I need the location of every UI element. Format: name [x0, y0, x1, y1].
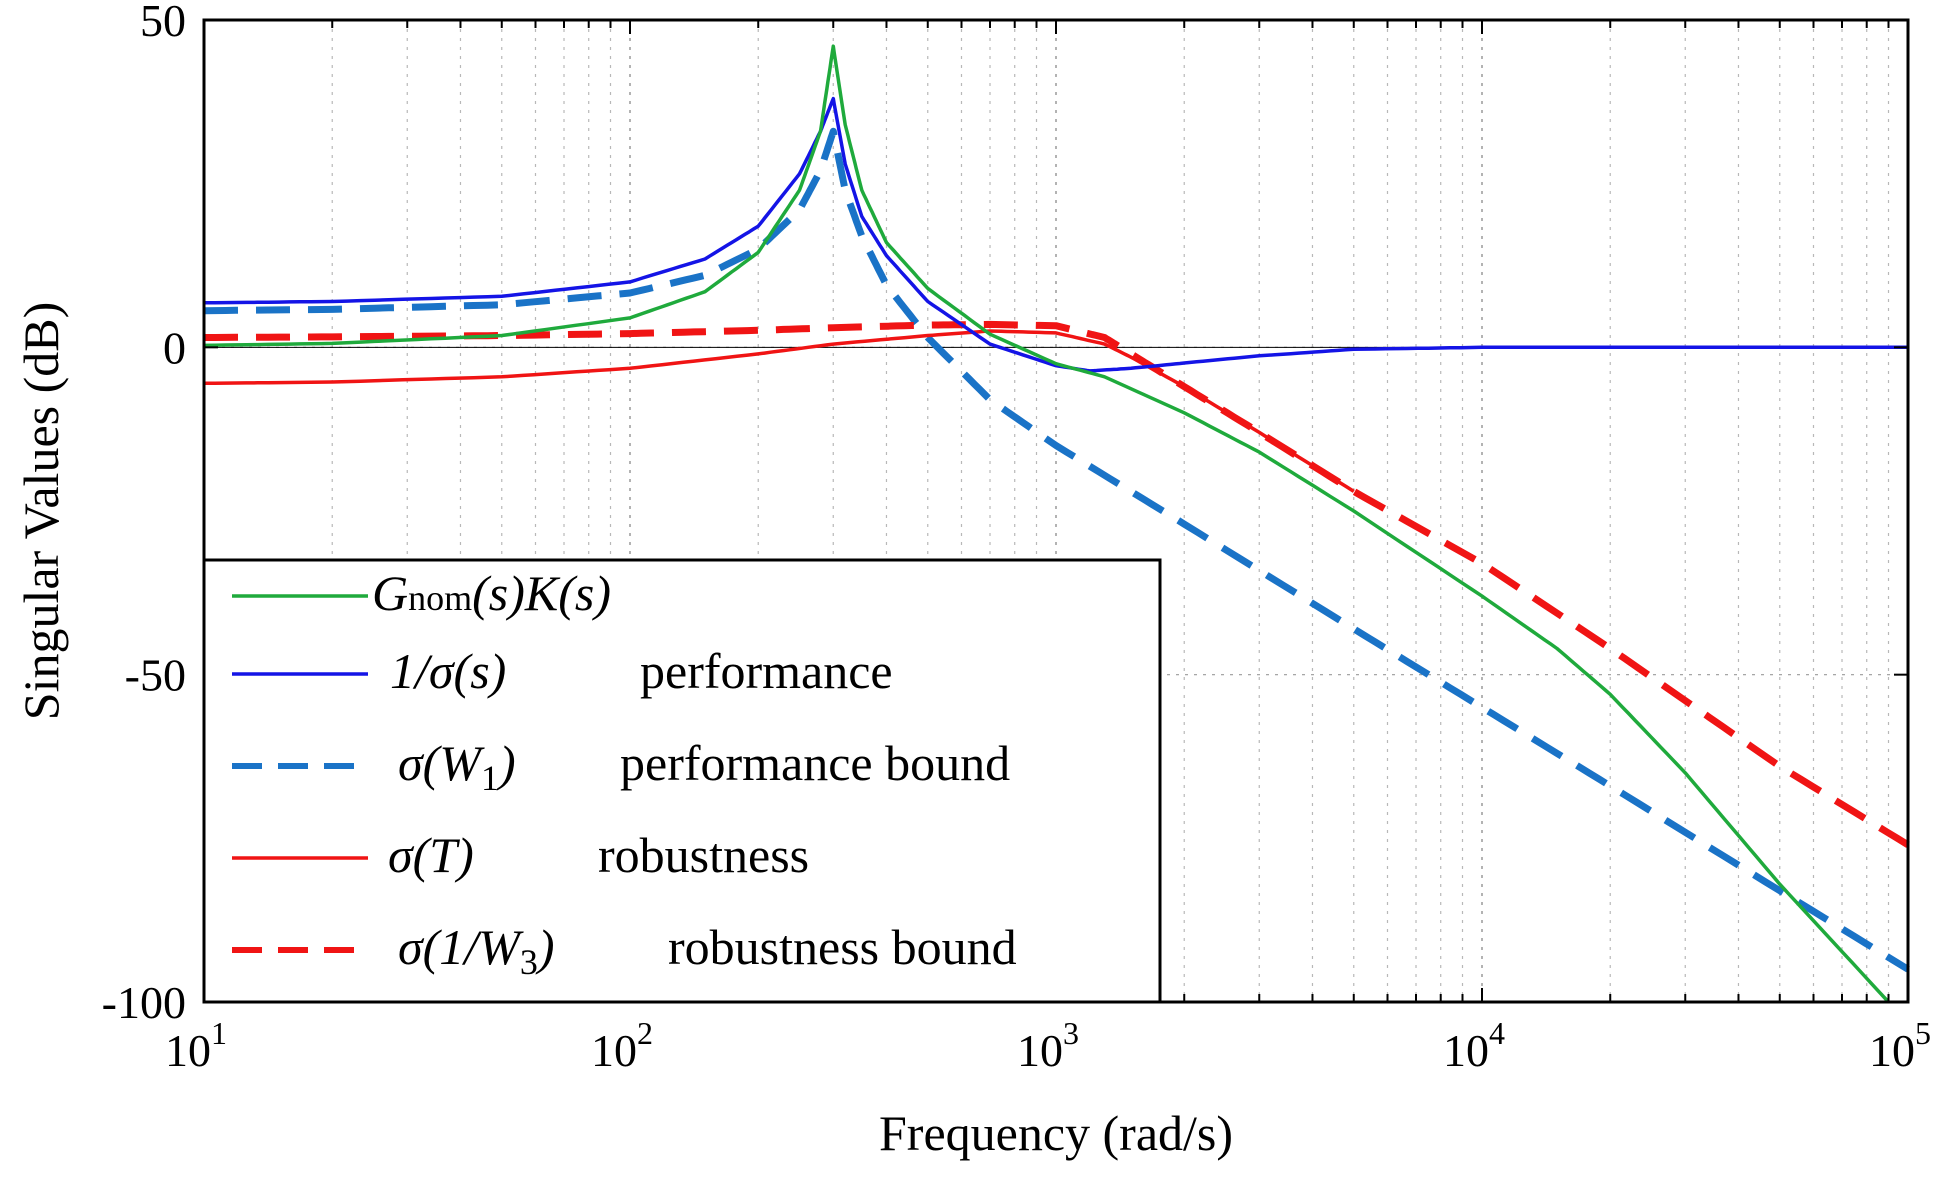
- legend-label: 1/σ(s): [390, 643, 506, 699]
- legend-label: Gnom(s)K(s): [372, 565, 611, 621]
- y-tick-label: -100: [102, 977, 186, 1028]
- y-tick-labels: 50 0 -50 -100: [102, 0, 186, 1028]
- x-tick-label: 104: [1443, 1015, 1505, 1076]
- legend-description: robustness bound: [668, 919, 1017, 975]
- legend-description: robustness: [598, 827, 809, 883]
- legend-label: σ(1/W3): [398, 919, 555, 982]
- x-axis-label: Frequency (rad/s): [879, 1105, 1233, 1161]
- series-line-0: [203, 44, 1890, 1004]
- x-tick-label: 101: [165, 1015, 227, 1076]
- x-tick-labels: 101 102 103 104 105: [165, 1015, 1931, 1076]
- legend-label: σ(W1): [398, 735, 516, 798]
- series-line-4: [204, 320, 1910, 848]
- x-tick-label: 105: [1869, 1015, 1931, 1076]
- legend-box: [202, 558, 1162, 1004]
- grid: [204, 20, 1908, 1002]
- legend-description: performance bound: [620, 735, 1010, 791]
- series-group: [203, 44, 1910, 1004]
- y-tick-label: -50: [125, 650, 186, 701]
- legend-description: performance: [640, 643, 893, 699]
- series-line-3: [203, 329, 1355, 493]
- y-tick-label: 50: [140, 0, 186, 46]
- x-tick-label: 102: [591, 1015, 653, 1076]
- legend-label: σ(T): [388, 827, 474, 883]
- y-axis-label: Singular Values (dB): [13, 302, 69, 720]
- series-line-1: [203, 96, 1908, 373]
- legend: Gnom(s)K(s) 1/σ(s) performance σ(W1) perform…: [202, 558, 1162, 1004]
- x-tick-label: 103: [1017, 1015, 1079, 1076]
- y-tick-label: 0: [163, 322, 186, 373]
